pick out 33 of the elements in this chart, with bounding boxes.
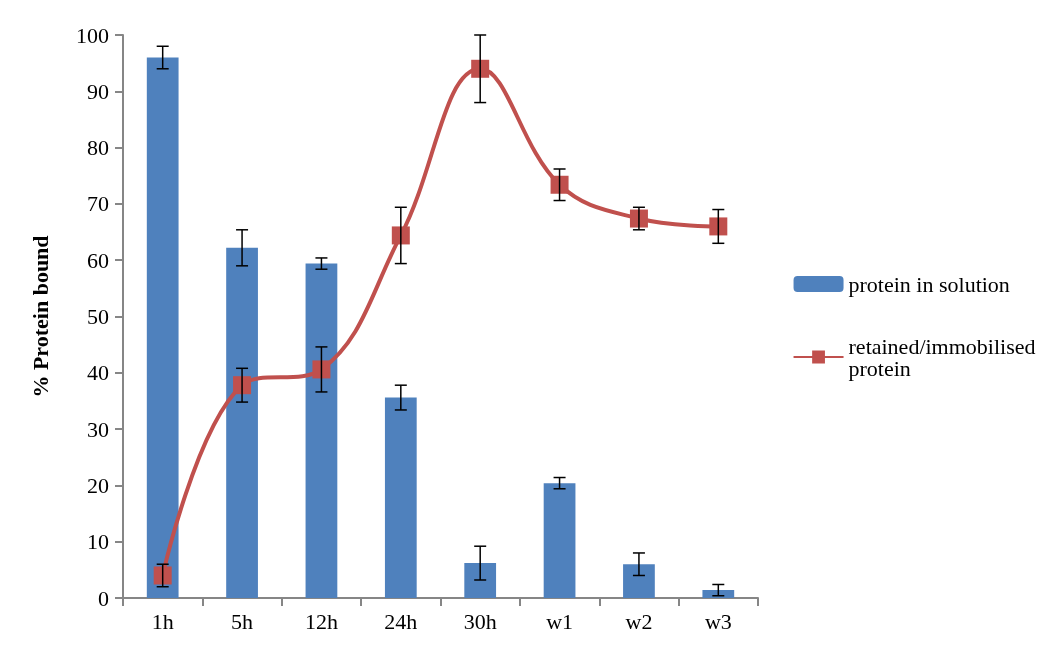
y-tick-label: 100 bbox=[76, 22, 109, 48]
y-tick-label: 80 bbox=[87, 135, 109, 161]
x-tick-label: 30h bbox=[463, 608, 497, 634]
bar bbox=[146, 57, 179, 598]
bar bbox=[623, 564, 655, 598]
x-tick-label: 24h bbox=[384, 608, 418, 634]
y-tick-label: 50 bbox=[87, 304, 109, 329]
y-tick-label: 10 bbox=[87, 529, 109, 555]
y-tick-label: 90 bbox=[87, 78, 109, 104]
bar bbox=[543, 483, 576, 598]
bar bbox=[226, 247, 258, 598]
y-axis-title: % Protein bound bbox=[27, 235, 53, 398]
point bbox=[312, 360, 331, 379]
y-tick-label: 20 bbox=[87, 472, 109, 498]
legend-label: protein in solution bbox=[848, 271, 1010, 297]
x-tick-label: 1h bbox=[151, 608, 174, 634]
y-tick-label: 0 bbox=[98, 585, 109, 611]
bar bbox=[702, 590, 735, 598]
x-tick-label: w3 bbox=[704, 608, 732, 634]
x-tick-label: w2 bbox=[625, 608, 653, 634]
x-tick-label: w1 bbox=[546, 608, 574, 634]
point bbox=[709, 217, 728, 236]
x-tick-label: 5h bbox=[231, 608, 254, 634]
x-tick-label: 12h bbox=[304, 608, 338, 634]
y-tick-label: 40 bbox=[87, 360, 109, 386]
bar bbox=[305, 263, 338, 598]
bar bbox=[384, 397, 417, 598]
y-tick-label: 60 bbox=[87, 247, 109, 273]
bar bbox=[464, 563, 497, 598]
y-tick-label: 30 bbox=[87, 416, 109, 442]
legend-label: retained/immobilised protein bbox=[848, 333, 1042, 381]
point bbox=[550, 175, 569, 194]
y-tick-label: 70 bbox=[87, 191, 109, 217]
